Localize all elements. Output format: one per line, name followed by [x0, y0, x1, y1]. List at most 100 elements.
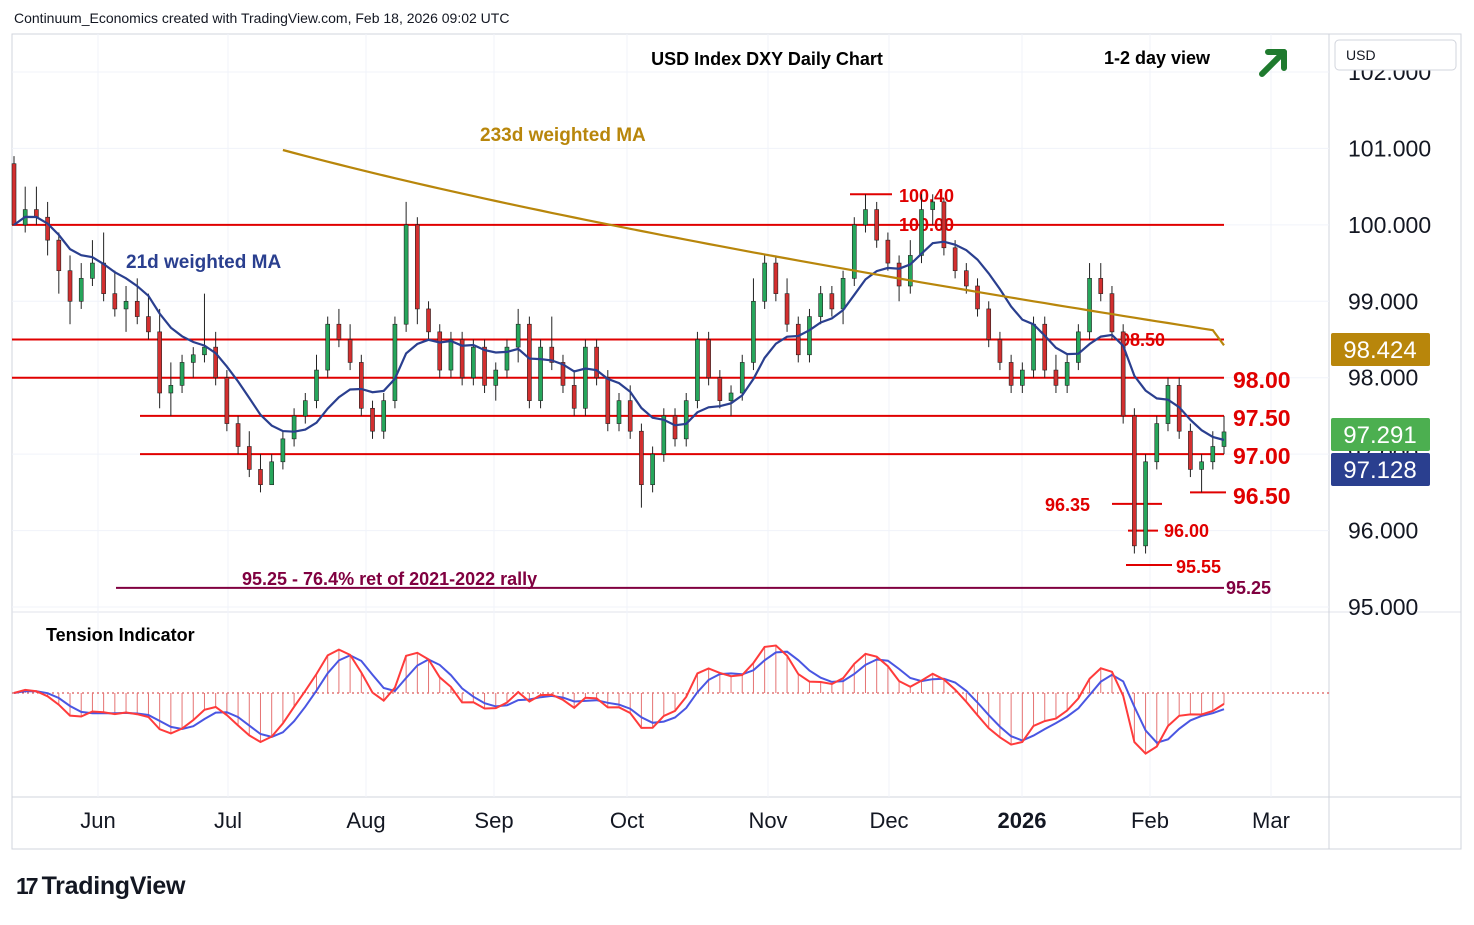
y-tick-label: 98.000	[1348, 365, 1418, 391]
candle-body	[997, 339, 1003, 363]
y-tick-label: 99.000	[1348, 288, 1418, 314]
chart-title: USD Index DXY Daily Chart	[651, 49, 883, 69]
candle-body	[1120, 331, 1126, 417]
price-badge-label: 97.291	[1343, 422, 1416, 449]
candle-body	[482, 346, 487, 386]
point-level-label: 96.35	[1045, 495, 1090, 515]
ma233-line	[282, 148, 1225, 346]
x-tick-label: Jun	[80, 808, 115, 833]
candle-body	[123, 300, 129, 310]
candle-body	[571, 385, 577, 409]
candle-body	[616, 400, 622, 424]
x-tick-label: Jul	[214, 808, 242, 833]
candle-body	[359, 362, 364, 409]
candle-body	[448, 339, 454, 371]
price-badge	[1331, 418, 1430, 451]
candle-body	[1132, 415, 1137, 547]
price-badges: 98.424 97.291 97.128	[1331, 333, 1430, 486]
candle-body	[706, 339, 711, 379]
candle-body	[515, 323, 521, 348]
candle-body	[314, 369, 319, 401]
candle-body	[224, 377, 230, 424]
candle-body	[381, 400, 387, 432]
candle-body	[919, 209, 924, 256]
candle-body	[90, 262, 95, 279]
candle-body	[695, 339, 700, 401]
candle-body	[336, 323, 342, 340]
candle-body	[661, 415, 667, 455]
point-level-label: 96.00	[1164, 521, 1209, 541]
candle-body	[1020, 369, 1025, 386]
candle-body	[504, 346, 510, 371]
ma21-label: 21d weighted MA	[126, 252, 281, 273]
candle-body	[146, 316, 151, 333]
candle-body	[683, 400, 689, 440]
point-level-label: 100.40	[899, 186, 954, 206]
candle-body	[403, 224, 409, 325]
candle-body	[975, 285, 980, 310]
candle-body	[829, 293, 835, 310]
x-tick-label: Aug	[346, 808, 385, 833]
candle-body	[885, 239, 891, 264]
candle-body	[45, 216, 50, 241]
view-label: 1-2 day view	[1104, 48, 1211, 68]
candle-body	[1053, 369, 1059, 386]
candle-body	[986, 308, 992, 340]
candle-body	[964, 270, 969, 287]
candle-body	[258, 469, 263, 486]
candle-body	[246, 446, 252, 470]
candle-body	[762, 262, 767, 302]
candle-body	[437, 331, 443, 371]
price-badge	[1331, 453, 1430, 486]
y-tick-label: 101.000	[1348, 135, 1431, 161]
candle-body	[392, 323, 398, 401]
candle-body	[717, 377, 723, 401]
candle-body	[840, 278, 846, 310]
candle-body	[851, 224, 857, 279]
candle-body	[426, 308, 431, 333]
price-badge-label: 97.128	[1343, 457, 1416, 484]
support-resistance-levels: 100.00 98.50 98.00 97.50 97.00 100.40 96.35 96.…	[12, 186, 1291, 598]
level-label: 97.00	[1233, 443, 1291, 469]
x-tick-label: Sep	[474, 808, 513, 833]
candle-body	[67, 270, 73, 302]
price-scale-frame	[1328, 33, 1462, 850]
candle-body	[235, 423, 241, 447]
candle-body	[78, 278, 84, 302]
candle-body	[1064, 362, 1070, 386]
x-tick-label: Nov	[748, 808, 787, 833]
candle-body	[594, 346, 599, 379]
candle-body	[538, 346, 543, 401]
x-tick-label: 2026	[998, 808, 1047, 833]
candle-body	[347, 339, 353, 363]
candle-body	[157, 331, 162, 394]
candle-body	[325, 323, 331, 371]
candle-body	[1165, 385, 1171, 424]
candle-body	[639, 430, 644, 486]
candle-body	[807, 316, 812, 356]
candle-body	[1076, 331, 1081, 363]
retracement-label: 95.25 - 76.4% ret of 2021-2022 rally	[242, 569, 537, 589]
candle-body	[627, 400, 633, 432]
tradingview-logo[interactable]: 17 TradingView	[16, 872, 185, 901]
candle-body	[415, 224, 420, 310]
candle-body	[493, 369, 499, 386]
axis-labels: 102.000101.000100.00099.00098.00097.0009…	[80, 59, 1431, 833]
point-level-label: 95.55	[1176, 557, 1221, 577]
candle-body	[650, 453, 655, 486]
candle-body	[1199, 461, 1204, 470]
candle-body	[549, 346, 555, 363]
point-level-label: 96.50	[1233, 483, 1291, 509]
x-tick-label: Dec	[869, 808, 908, 833]
level-label: 100.00	[899, 215, 954, 235]
candle-body	[112, 293, 118, 310]
symbol-label: USD	[1346, 47, 1376, 63]
symbol-box[interactable]	[1334, 39, 1457, 71]
candle-body	[896, 262, 902, 287]
candle-body	[1087, 278, 1092, 333]
candle-body	[527, 323, 532, 401]
indicator-line	[13, 644, 1225, 755]
candle-body	[784, 293, 790, 325]
candle-body	[213, 346, 218, 379]
